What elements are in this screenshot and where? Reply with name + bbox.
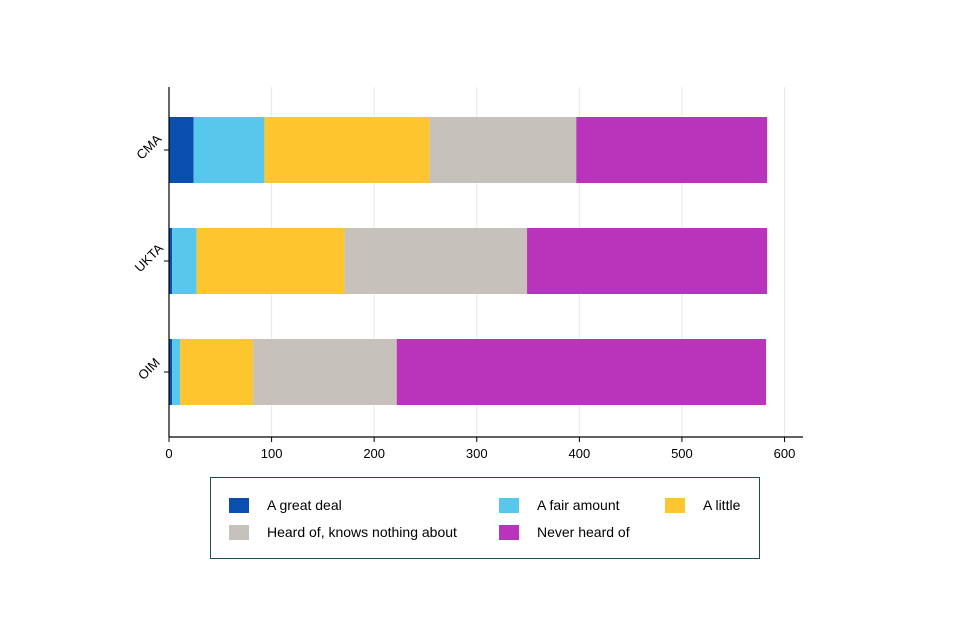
legend-swatch bbox=[665, 497, 685, 513]
x-tick-label: 0 bbox=[165, 446, 172, 461]
bar-segment-ukta-2 bbox=[196, 228, 345, 294]
x-tick-label: 400 bbox=[569, 446, 591, 461]
legend-swatch bbox=[229, 524, 249, 540]
bar-segment-ukta-0 bbox=[169, 228, 173, 294]
bar-segment-oim-2 bbox=[180, 339, 254, 405]
bar-segment-cma-2 bbox=[264, 117, 430, 183]
legend-swatch bbox=[499, 524, 519, 540]
x-tick-labels: 0 100 200 300 400 500 600 bbox=[165, 446, 795, 461]
bar-segment-oim-1 bbox=[172, 339, 181, 405]
y-tick-label-cma: CMA bbox=[133, 131, 164, 162]
axes bbox=[164, 87, 803, 442]
legend-label: A great deal bbox=[267, 497, 342, 513]
y-tick-label-oim: OIM bbox=[135, 355, 163, 383]
legend-item-heard-of: Heard of, knows nothing about bbox=[229, 523, 457, 541]
legend-item-never-heard-of: Never heard of bbox=[499, 523, 630, 541]
bar-segment-cma-1 bbox=[193, 117, 265, 183]
legend-label: A fair amount bbox=[537, 497, 620, 513]
x-tick-label: 600 bbox=[774, 446, 796, 461]
legend-item-a-little: A little bbox=[665, 496, 740, 514]
legend: A great deal A fair amount A little Hear… bbox=[210, 477, 760, 559]
bar-segment-cma-3 bbox=[429, 117, 577, 183]
bar-segment-cma-4 bbox=[576, 117, 768, 183]
legend-label: Heard of, knows nothing about bbox=[267, 524, 457, 540]
bars bbox=[169, 117, 768, 405]
bar-segment-ukta-3 bbox=[344, 228, 528, 294]
x-tick-label: 500 bbox=[671, 446, 693, 461]
bar-segment-oim-4 bbox=[396, 339, 767, 405]
legend-swatch bbox=[229, 497, 249, 513]
x-tick-label: 200 bbox=[363, 446, 385, 461]
bar-segment-oim-3 bbox=[253, 339, 397, 405]
x-tick-label: 300 bbox=[466, 446, 488, 461]
legend-swatch bbox=[499, 497, 519, 513]
x-tick-label: 100 bbox=[261, 446, 283, 461]
legend-label: A little bbox=[703, 497, 741, 513]
bar-segment-ukta-1 bbox=[172, 228, 197, 294]
bar-segment-cma-0 bbox=[169, 117, 194, 183]
y-tick-labels: CMA UKTA OIM bbox=[132, 131, 167, 383]
bar-segment-ukta-4 bbox=[527, 228, 768, 294]
y-tick-label-ukta: UKTA bbox=[132, 240, 167, 275]
legend-label: Never heard of bbox=[537, 524, 630, 540]
bar-segment-oim-0 bbox=[169, 339, 173, 405]
legend-item-a-fair-amount: A fair amount bbox=[499, 496, 620, 514]
legend-item-a-great-deal: A great deal bbox=[229, 496, 342, 514]
